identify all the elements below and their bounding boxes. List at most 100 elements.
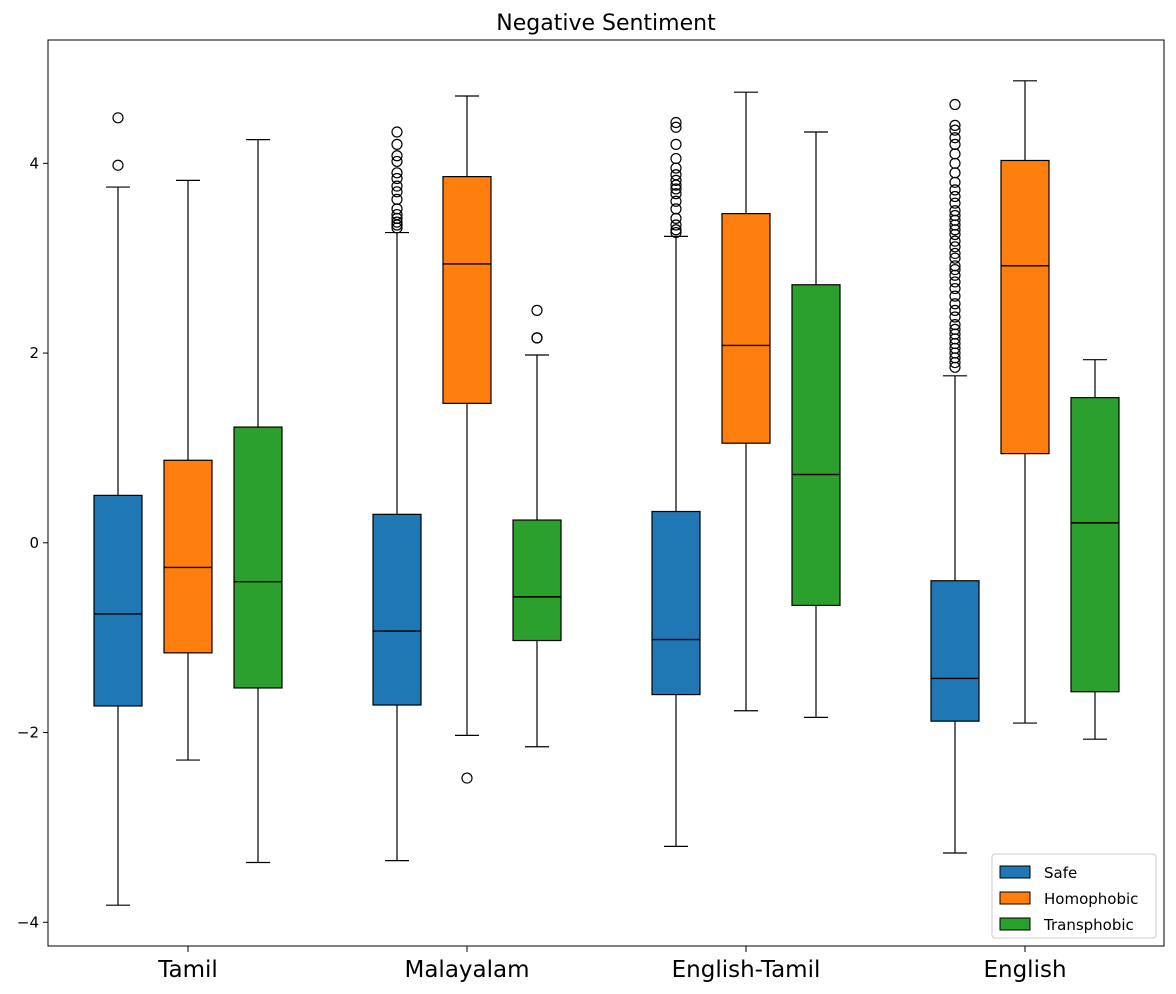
y-tick-label: 4 (29, 154, 39, 172)
outlier-point (391, 126, 403, 138)
x-tick-label: English (983, 957, 1066, 983)
outlier-point (949, 148, 961, 160)
outlier-point (670, 219, 682, 231)
outlier-point (391, 172, 403, 185)
legend-label: Transphobic (1043, 916, 1134, 934)
box-safe-tamil (93, 112, 143, 906)
outlier-point (670, 203, 682, 215)
outlier-point (949, 138, 961, 150)
outlier-point (949, 247, 961, 260)
outlier-point (112, 112, 124, 124)
outlier-point (949, 356, 961, 369)
y-axis: −4 −2 0 2 4 (17, 154, 48, 931)
outlier-point (949, 157, 961, 169)
box-safe-malayalam (372, 126, 422, 862)
outlier-point (949, 119, 961, 131)
outlier-point (949, 167, 961, 179)
box-iqr (93, 494, 143, 707)
box-homophobic-malayalam (442, 95, 492, 784)
legend-item-safe: Safe (999, 864, 1077, 882)
outlier-point (670, 169, 682, 181)
chart-title: Negative Sentiment (496, 11, 716, 36)
outlier-point (670, 226, 682, 239)
outlier-point (112, 159, 124, 171)
outlier-point (949, 176, 961, 188)
outlier-point (670, 224, 682, 236)
x-tick-label: Tamil (157, 957, 218, 983)
legend-label: Safe (1044, 864, 1077, 882)
plot-content (93, 80, 1120, 906)
outlier-point (670, 195, 682, 207)
y-tick-label: −4 (17, 913, 39, 931)
outlier-point (949, 228, 961, 241)
outlier-point (391, 216, 403, 228)
outlier-point (949, 241, 961, 253)
outlier-point (531, 332, 543, 344)
box-iqr (163, 459, 213, 654)
box-transphobic-tamil (233, 139, 283, 864)
outlier-point (670, 183, 682, 195)
outlier-point (949, 311, 961, 323)
box-iqr (1070, 397, 1120, 693)
outlier-point (531, 304, 543, 316)
outlier-point (391, 193, 403, 205)
outlier-point (949, 282, 961, 295)
box-iqr (651, 510, 701, 696)
box-transphobic-english-tamil (791, 131, 841, 718)
outlier-point (391, 186, 403, 198)
legend: Safe Homophobic Transphobic (991, 853, 1157, 939)
outlier-point (670, 179, 682, 191)
outlier-point (949, 190, 961, 203)
outlier-point (949, 197, 961, 209)
outlier-point (391, 138, 403, 150)
outlier-point (949, 132, 961, 144)
outlier-point (949, 298, 961, 310)
outlier-point (949, 124, 961, 136)
outlier-point (670, 152, 682, 165)
outlier-point (949, 276, 961, 288)
plot-frame (47, 39, 1165, 947)
outlier-point (949, 263, 961, 276)
outlier-point (391, 219, 403, 231)
outlier-point (391, 222, 403, 234)
legend-label: Homophobic (1044, 890, 1138, 908)
x-tick-label: English-Tamil (672, 957, 821, 983)
box-iqr (233, 426, 283, 689)
outlier-point (391, 155, 403, 168)
legend-item-homophobic: Homophobic (999, 890, 1138, 908)
outlier-point (391, 150, 403, 162)
legend-swatch (999, 917, 1031, 931)
x-tick-label: Malayalam (404, 957, 529, 983)
box-iqr (372, 513, 422, 706)
legend-swatch (999, 891, 1031, 905)
box-iqr (512, 519, 562, 642)
x-axis: Tamil Malayalam English-Tamil English (157, 946, 1067, 983)
box-iqr (930, 580, 980, 722)
outlier-point (391, 180, 403, 192)
box-homophobic-tamil (163, 179, 213, 761)
y-tick-label: 0 (29, 534, 39, 552)
outlier-point (391, 167, 403, 179)
outlier-point (949, 184, 961, 196)
outlier-point (670, 188, 682, 200)
outlier-point (949, 269, 961, 281)
y-tick-label: −2 (17, 724, 39, 742)
outlier-point (949, 304, 961, 316)
outlier-point (670, 116, 682, 129)
outlier-point (670, 138, 682, 150)
box-iqr (791, 284, 841, 607)
legend-swatch (999, 865, 1031, 879)
outlier-point (391, 203, 403, 215)
box-iqr (442, 176, 492, 404)
outlier-point (461, 772, 473, 784)
outlier-point (670, 174, 682, 187)
box-transphobic-english (1070, 359, 1120, 740)
box-iqr (1000, 159, 1050, 455)
outlier-point (670, 121, 682, 133)
y-tick-label: 2 (29, 344, 39, 362)
box-transphobic-malayalam (512, 304, 562, 748)
box-homophobic-english-tamil (721, 91, 771, 712)
outlier-point (949, 98, 961, 111)
outlier-point (949, 252, 961, 264)
